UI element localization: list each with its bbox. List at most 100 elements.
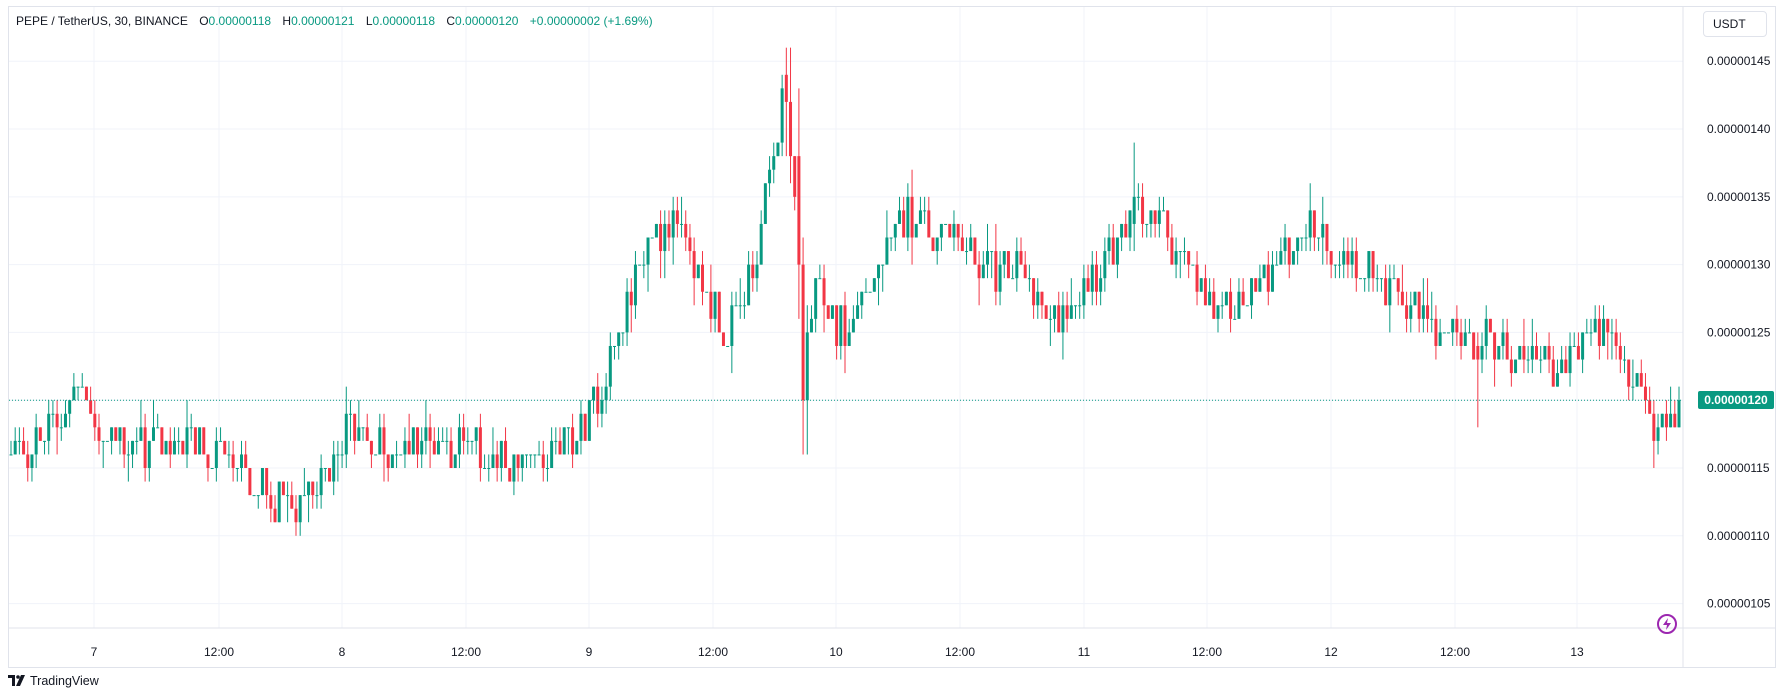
candle: [1463, 318, 1467, 346]
candle: [625, 278, 629, 346]
candle-body: [1145, 223, 1149, 225]
lightning-bolt-icon[interactable]: [1657, 614, 1677, 634]
candle: [550, 427, 554, 469]
candle: [1074, 305, 1078, 319]
candle-body: [1170, 237, 1174, 265]
candle: [403, 427, 407, 469]
candle-body: [1279, 251, 1283, 265]
candle: [1266, 251, 1270, 306]
candle: [960, 223, 964, 252]
candle-body: [1258, 278, 1262, 292]
candle-body: [1141, 196, 1145, 224]
candle-body: [696, 264, 700, 279]
candle: [684, 210, 688, 252]
candle: [1254, 278, 1258, 292]
candle-body: [403, 440, 407, 455]
time-tick-label: 7: [91, 645, 98, 659]
currency-button[interactable]: USDT: [1703, 11, 1767, 37]
candle-body: [1518, 345, 1522, 360]
candle: [654, 223, 658, 238]
candle-body: [885, 237, 889, 265]
candle: [726, 345, 730, 347]
candle-body: [51, 413, 55, 415]
price-tick-label: 0.00000130: [1707, 258, 1771, 272]
candle: [713, 291, 717, 333]
candle: [202, 427, 206, 455]
candle: [592, 386, 596, 414]
candle-body: [1291, 251, 1295, 265]
candle-body: [1241, 291, 1245, 306]
candle: [1379, 278, 1383, 292]
candle: [927, 196, 931, 238]
candle: [227, 440, 231, 469]
candle-body: [1036, 291, 1040, 306]
candle-body: [960, 237, 964, 252]
candle: [533, 454, 537, 469]
candle-body: [772, 156, 776, 170]
candle-body: [151, 427, 155, 441]
candle: [382, 413, 386, 482]
candle-body: [235, 468, 239, 470]
candle-body: [1400, 291, 1404, 306]
candle: [1363, 278, 1367, 292]
candle-body: [1551, 359, 1555, 387]
candle-body: [1061, 305, 1065, 333]
candle-body: [1472, 332, 1476, 360]
candle-body: [793, 156, 797, 197]
candle-body: [491, 454, 495, 469]
candle-body: [1074, 305, 1078, 307]
candle: [17, 427, 21, 455]
candle-body: [1434, 318, 1438, 346]
candle: [1291, 251, 1295, 265]
candle-body: [248, 468, 252, 496]
candle-body: [956, 223, 960, 238]
candle: [1245, 305, 1249, 307]
candle: [1669, 386, 1673, 428]
tradingview-logo[interactable]: TradingView: [8, 674, 99, 688]
candle: [1623, 345, 1627, 374]
candle: [1514, 359, 1518, 374]
candle-body: [872, 278, 876, 292]
candle: [881, 264, 885, 292]
candle-body: [1509, 359, 1513, 374]
price-tick-label: 0.00000125: [1707, 325, 1771, 339]
candle: [1321, 196, 1325, 265]
candle-body: [1585, 332, 1589, 334]
candle: [47, 400, 51, 455]
candle: [499, 440, 503, 482]
candle: [248, 468, 252, 496]
candle: [110, 427, 114, 455]
candle-body: [110, 427, 114, 441]
candle-body: [1216, 305, 1220, 319]
candle-body: [72, 386, 76, 401]
candle-body: [1623, 359, 1627, 361]
candle-body: [583, 413, 587, 441]
candle: [1488, 318, 1492, 333]
candle: [1346, 237, 1350, 279]
candle: [256, 495, 260, 509]
candle: [952, 210, 956, 252]
candle-body: [843, 305, 847, 346]
candle: [1061, 291, 1065, 360]
candle: [294, 495, 298, 536]
candle-body: [256, 495, 260, 497]
candle: [889, 237, 893, 252]
candle: [1296, 237, 1300, 265]
candle-body: [399, 454, 403, 456]
candle-body: [181, 440, 185, 455]
candle: [55, 400, 59, 455]
candle-body: [311, 481, 315, 496]
candle: [1388, 264, 1392, 333]
candle: [1413, 291, 1417, 306]
candle-body: [1652, 413, 1656, 441]
candle-body: [856, 305, 860, 319]
candle-body: [1342, 251, 1346, 265]
candle-body: [1237, 291, 1241, 319]
candle: [1099, 264, 1103, 306]
candle-body: [1639, 373, 1643, 387]
candle: [545, 454, 549, 482]
symbol-label[interactable]: PEPE / TetherUS, 30, BINANCE: [16, 14, 188, 28]
candle: [1459, 318, 1463, 360]
candle: [323, 468, 327, 482]
